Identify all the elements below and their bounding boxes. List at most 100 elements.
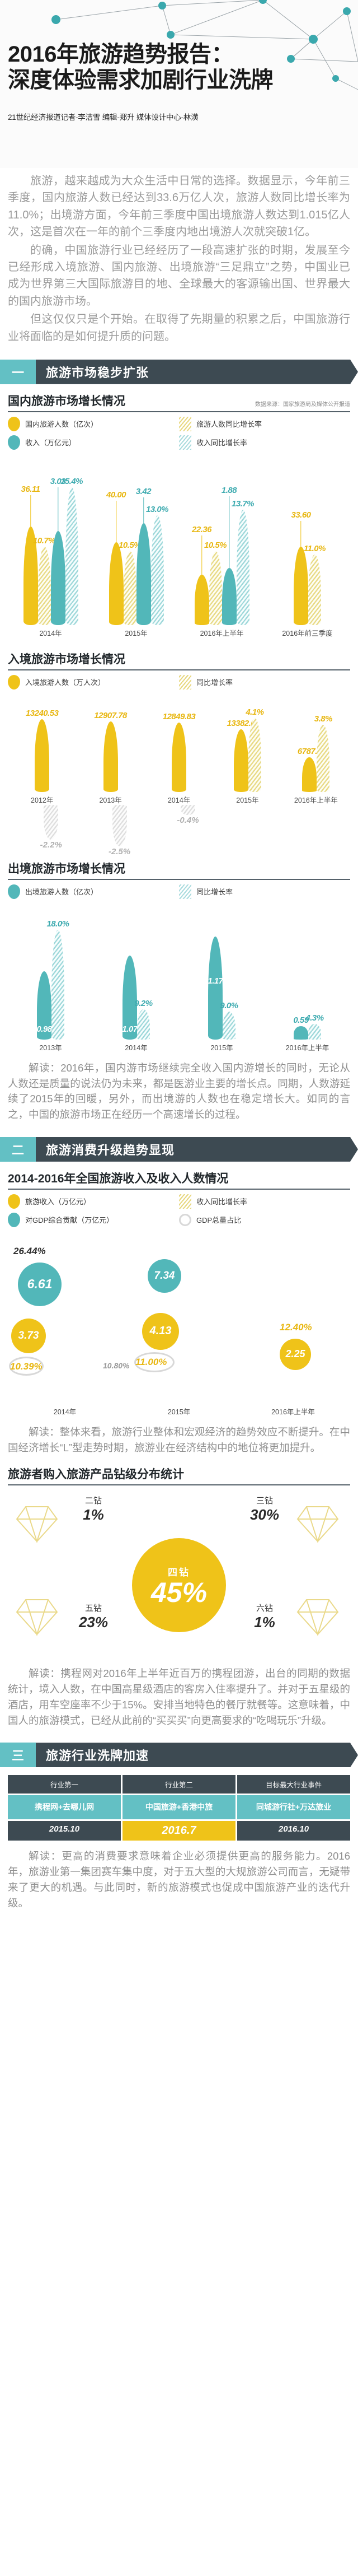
bar-inbound-growth-2014: -0.4% <box>177 804 199 825</box>
bar-people-2016h1: 22.36 <box>192 525 212 625</box>
bar-revenue-2014: 3.03 <box>50 477 66 625</box>
diamond-label-name: 六钻 <box>256 1604 273 1614</box>
section-header-2: 二 旅游消费升级趋势显现 <box>0 1136 358 1162</box>
chart4-legend: 旅游收入（万亿元） 收入同比增长率 对GDP综合贡献（万亿元） GDP总量占比 <box>8 1194 350 1231</box>
timeline-date-row: 2015.10 2016.7 2016.10 <box>8 1821 350 1841</box>
bar-revenue-2015: 3.42 <box>136 487 152 625</box>
bar-value: 11.0% <box>304 543 326 553</box>
bar-value: -2.5% <box>109 846 131 856</box>
diamond-label-name: 三钻 <box>256 1496 273 1506</box>
timeline-date-cell: 2015.10 <box>8 1821 121 1841</box>
intro-paragraph-1: 旅游，越来越成为大众生活中日常的选择。数据显示，今年前三季度，国内旅游人数已经达… <box>8 175 350 239</box>
x-label: 2014年 <box>167 796 191 804</box>
chart2-xaxis: 2012年 2013年 2014年 2015年 2016年上半年 <box>8 794 350 805</box>
legend-item: 国内旅游人数（亿次） <box>8 416 179 431</box>
bar-value: 13240.53 <box>25 708 59 718</box>
legend-swatch-solid-yellow-icon <box>8 416 20 431</box>
bar-outbound-growth-2015: 9.0% <box>220 1001 238 1040</box>
bubble-gdp-contrib-2014: 3.73 <box>11 1318 46 1353</box>
chart1-source: 数据来源：国家旅游局及媒体公开报道 <box>255 401 350 408</box>
commentary-3: 解读：携程网对2016年上半年近百万的携程团游，出台的同期的数据统计，境入人数，… <box>0 1658 358 1728</box>
bar-revenue-2016h1: 1.88 <box>222 486 237 625</box>
commentary-text-3: 解读：携程网对2016年上半年近百万的携程团游，出台的同期的数据统计，境入人数，… <box>8 1667 350 1726</box>
diamond-center-badge: 四钻 45% <box>132 1538 226 1633</box>
title-line-1: 2016年旅游趋势报告： <box>8 42 233 67</box>
bar-value: 0.98 <box>36 1024 52 1034</box>
timeline-date-cell-highlight: 2016.7 <box>123 1821 235 1841</box>
timeline-event-row: 携程网+去哪儿网 中国旅游+香港中旅 同城游行社+万达旅业 <box>8 1795 350 1820</box>
section-number-1: 一 <box>11 365 24 380</box>
bar-outbound-2015: 1.17 <box>208 936 223 1040</box>
chart4-plot: 26.44% 6.61 3.73 10.39% 7.34 4.13 11.00%… <box>8 1237 350 1405</box>
bar-value: 10.5% <box>204 540 227 550</box>
commentary-4: 解读：更高的消费要求意味着企业必须提供更高的服务能力。2016年，旅游业第一集团… <box>0 1841 358 1911</box>
bar-outbound-2016h1: 0.59 <box>293 1016 309 1040</box>
x-label: 2013年 <box>99 796 122 804</box>
section-header-3: 三 旅游行业洗牌加速 <box>0 1743 358 1768</box>
timeline-event-cell: 携程网+去哪儿网 <box>8 1795 121 1820</box>
legend-swatch-solid-teal-icon <box>8 435 20 450</box>
diamond-label-name: 二钻 <box>84 1496 102 1506</box>
legend-label: 旅游人数同比增长率 <box>196 420 262 429</box>
bar-outbound-2013: 0.98 <box>36 971 52 1040</box>
chart2-groups: 13240.53 12907.78 12849.83 13382.0 <box>8 697 350 792</box>
bar-value: 3.03 <box>50 476 66 486</box>
chart-revenue-bubbles: 2014-2016年全国旅游收入及收入人数情况 旅游收入（万亿元） 收入同比增长… <box>0 1170 358 1231</box>
chart3-xaxis: 2013年 2014年 2015年 2016年上半年 <box>8 1042 350 1052</box>
bar-value: 13.7% <box>231 499 255 509</box>
bar-value: 36.11 <box>21 484 40 494</box>
bar-value: 12849.83 <box>162 711 196 721</box>
bar-people-2016q3: 33.60 <box>291 510 311 625</box>
legend-item: 收入同比增长率 <box>179 435 350 450</box>
diamond-label-6: 六钻 1% <box>234 1602 295 1631</box>
bar-value: 13382.0 <box>227 718 256 728</box>
bar-value: 1.88 <box>221 485 237 495</box>
bar-people-growth-2015: 10.5% <box>119 541 142 625</box>
bar-value: 12907.78 <box>94 710 127 720</box>
x-label: 2016年上半年 <box>285 1044 329 1052</box>
bar-inbound-2015: 13382.0 <box>227 719 256 792</box>
neg-group-2014: -0.4% <box>145 804 213 825</box>
bar-value: 18.0% <box>46 919 69 929</box>
chart1-group-2016q3: 33.60 11.0% <box>265 457 350 625</box>
section-header-1: 一 旅游市场稳步扩张 <box>0 359 358 384</box>
timeline-header-cell: 行业第一 <box>8 1775 121 1794</box>
legend-swatch-ring-grey-icon <box>179 1213 191 1226</box>
bar-value: 22.36 <box>191 524 212 534</box>
legend-label: GDP总量占比 <box>196 1216 242 1225</box>
legend-item: 旅游收入（万亿元） <box>8 1194 179 1209</box>
legend-swatch-solid-yellow-icon <box>8 1194 20 1209</box>
legend-label: 收入同比增长率 <box>196 1198 248 1207</box>
bubble-label-gdp-share-alt: 10.80% <box>103 1361 130 1370</box>
diamond-label-value: 1% <box>83 1506 104 1524</box>
bubble-revenue-2014: 6.61 <box>18 1262 62 1306</box>
chart3-plot: 0.98 18.0% 1.07 9.2% <box>8 906 350 1040</box>
x-label: 2014年 <box>125 1044 148 1052</box>
chart5-title: 旅游者购入旅游产品钻级分布统计 <box>8 1468 184 1482</box>
bar-value: 9.2% <box>134 998 153 1008</box>
section-title-bar-1: 旅游市场稳步扩张 <box>36 360 358 384</box>
bubble-label-gdp-share-2015: 11.00% <box>135 1356 167 1367</box>
intro-paragraph-2: 的确，中国旅游行业已经经历了一段高速扩张的时期，发展至今已经形成入境旅游、国内旅… <box>8 244 350 308</box>
chart3-group-2014: 1.07 9.2% <box>93 906 179 1040</box>
commentary-text-2: 解读：整体来看，旅游行业整体和宏观经济的趋势效应不断提升。在中国经济增长“L”型… <box>8 1426 350 1454</box>
legend-item: 同比增长率 <box>179 674 350 690</box>
intro-text: 旅游，越来越成为大众生活中日常的选择。数据显示，今年前三季度，国内旅游人数已经达… <box>0 168 358 345</box>
bar-value: 1.07 <box>122 1024 138 1034</box>
diamond-label-3: 三钻 30% <box>234 1494 295 1524</box>
industry-timeline: 行业第一 行业第二 目标最大行业事件 携程网+去哪儿网 中国旅游+香港中旅 同城… <box>8 1775 350 1841</box>
chart1-xaxis: 2014年 2015年 2016年上半年 2016年前三季度 <box>8 627 350 638</box>
bar-value: 40.00 <box>106 490 126 500</box>
bar-inbound-2012: 13240.53 <box>26 709 59 792</box>
chart2-title: 入境旅游市场增长情况 <box>8 653 125 666</box>
bar-inbound-2013: 12907.78 <box>94 711 127 792</box>
timeline-header-row: 行业第一 行业第二 目标最大行业事件 <box>8 1775 350 1794</box>
diamond-label-value: 23% <box>78 1614 109 1631</box>
title-line-2: 深度体验需求加剧行业洗牌 <box>8 67 274 92</box>
bar-people-2015: 40.00 <box>106 490 126 625</box>
legend-item: 收入（万亿元） <box>8 435 179 450</box>
x-label: 2015年 <box>236 796 259 804</box>
x-label: 2015年 <box>210 1044 233 1052</box>
chart2-negative-area: -2.2% -2.5% -0.4% <box>8 804 350 856</box>
bar-inbound-2016h1: 6787.0 <box>298 747 322 792</box>
